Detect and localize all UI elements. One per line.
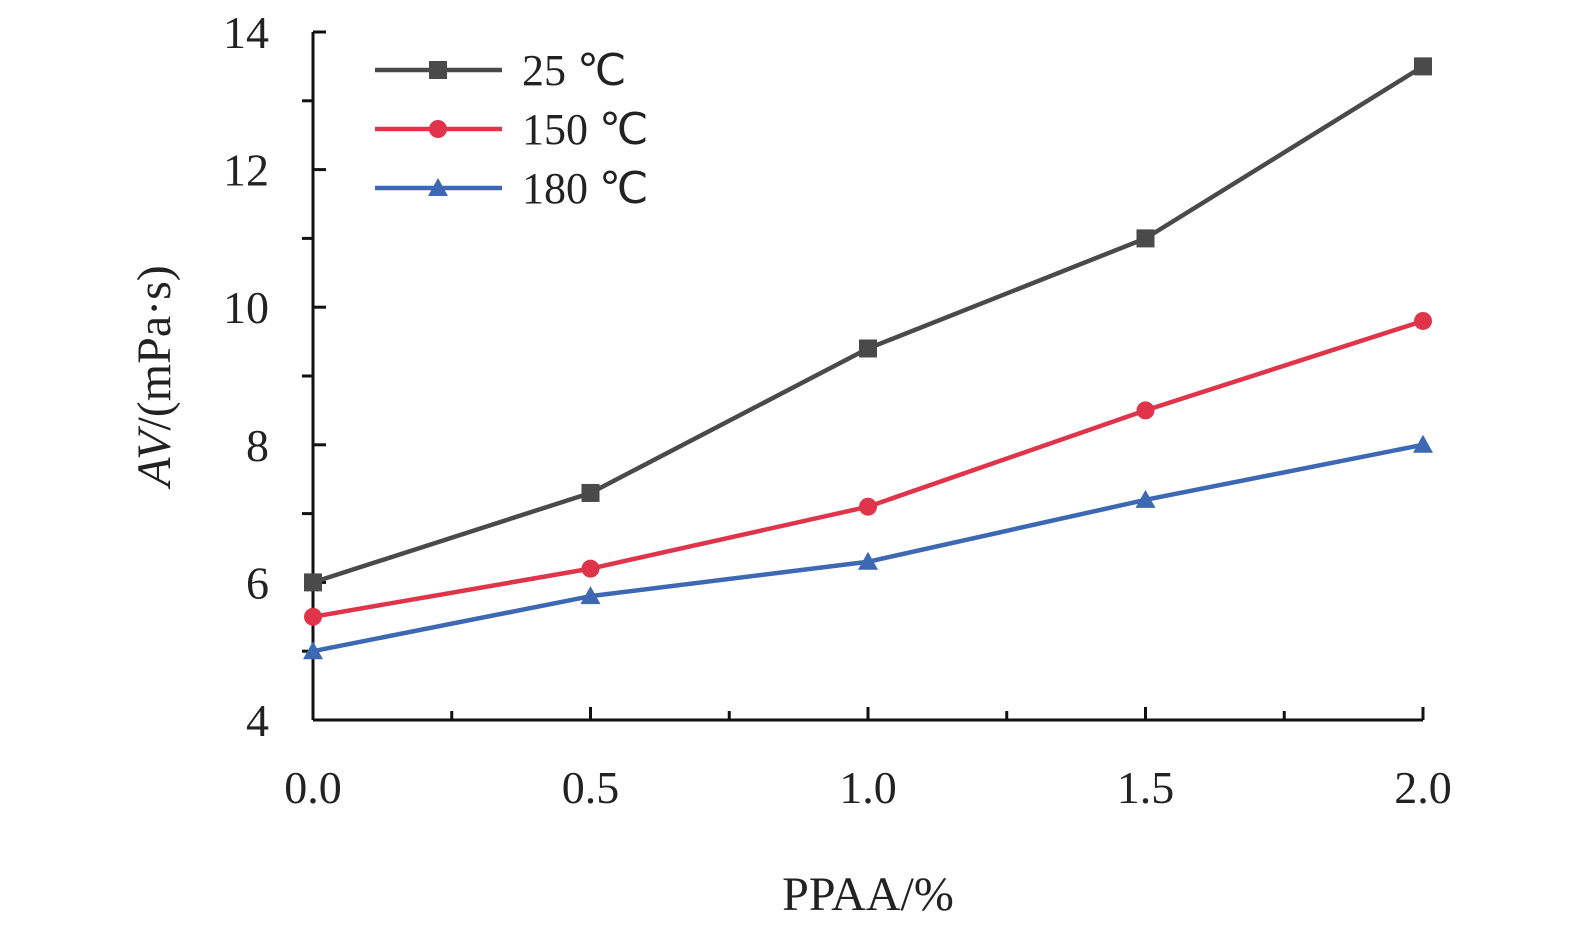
legend-label: 25 ℃ bbox=[522, 46, 626, 95]
data-point bbox=[581, 483, 600, 502]
series-layer bbox=[303, 57, 1433, 660]
data-point bbox=[1135, 489, 1156, 508]
series-1 bbox=[304, 311, 1432, 626]
y-tick-label: 14 bbox=[223, 7, 269, 58]
y-axis-title-unit: /(mPa·s) bbox=[128, 265, 181, 430]
x-axis-title: PPAA/% bbox=[782, 868, 954, 921]
legend-label: 180 ℃ bbox=[522, 164, 648, 213]
y-tick-label: 4 bbox=[246, 695, 269, 746]
data-point bbox=[1413, 434, 1433, 453]
tick-labels: 4 6 8 10 12 14 0.0 0.5 1.0 1.5 2.0 bbox=[223, 7, 1452, 813]
data-point bbox=[581, 559, 600, 578]
y-tick-label: 8 bbox=[246, 420, 269, 471]
x-tick-label: 1.0 bbox=[839, 762, 897, 813]
y-tick-label: 6 bbox=[246, 557, 269, 608]
y-axis-title: AV/(mPa·s) bbox=[128, 265, 181, 490]
data-point bbox=[859, 339, 877, 358]
legend-marker bbox=[429, 120, 447, 138]
series-0 bbox=[304, 57, 1432, 592]
series-2 bbox=[303, 434, 1433, 660]
data-point bbox=[304, 573, 322, 592]
data-point bbox=[1414, 57, 1432, 76]
x-tick-label: 0.5 bbox=[562, 762, 620, 813]
data-point bbox=[303, 641, 323, 660]
data-point bbox=[304, 607, 322, 626]
data-point bbox=[580, 586, 601, 605]
data-point bbox=[1136, 401, 1155, 420]
data-point bbox=[1414, 311, 1432, 330]
x-tick-label: 1.5 bbox=[1117, 762, 1175, 813]
series-line bbox=[312, 318, 1424, 620]
legend-item: 25 ℃ bbox=[375, 46, 626, 95]
ticks bbox=[302, 30, 1425, 722]
x-tick-label: 2.0 bbox=[1394, 762, 1452, 813]
legend-item: 180 ℃ bbox=[375, 164, 648, 213]
legend-label: 150 ℃ bbox=[522, 105, 648, 154]
legend-item: 150 ℃ bbox=[375, 105, 648, 154]
x-tick-label: 0.0 bbox=[284, 762, 342, 813]
series-line bbox=[312, 442, 1424, 654]
legend: 25 ℃ 150 ℃ 180 ℃ bbox=[375, 46, 648, 213]
legend-marker bbox=[428, 178, 448, 196]
data-point bbox=[859, 497, 877, 516]
y-axis-title-italic: AV bbox=[128, 426, 181, 490]
y-tick-label: 10 bbox=[223, 282, 269, 333]
data-point bbox=[858, 551, 878, 570]
legend-marker bbox=[429, 61, 447, 79]
data-point bbox=[1136, 229, 1155, 248]
y-tick-label: 12 bbox=[223, 145, 269, 196]
